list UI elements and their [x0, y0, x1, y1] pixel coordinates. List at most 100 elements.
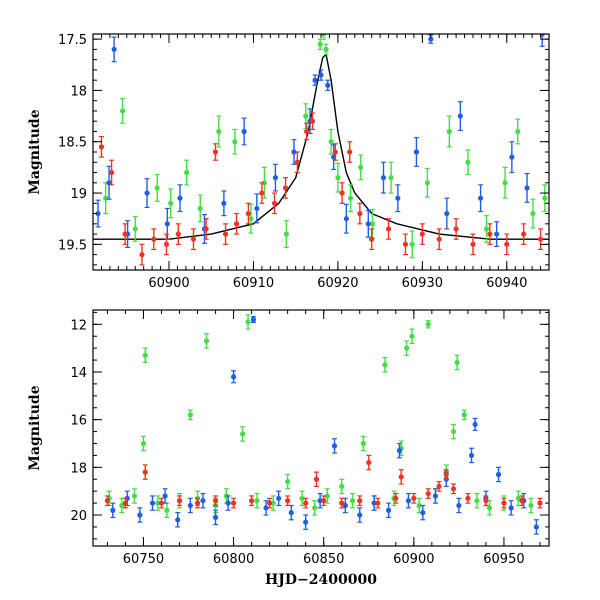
green-point [483, 226, 490, 232]
green-point [515, 128, 521, 135]
red-point [98, 144, 105, 150]
red-point [357, 210, 363, 217]
blue-point [317, 498, 323, 504]
green-point [358, 164, 364, 170]
green-point [502, 180, 508, 186]
blue-point [162, 493, 168, 499]
green-point [528, 502, 534, 509]
blue-point [495, 471, 502, 478]
blue-point [303, 519, 309, 525]
blue-point [250, 316, 257, 323]
top-y-axis-label: Magnitude [27, 109, 43, 194]
blue-point [524, 185, 530, 191]
blue-point [432, 493, 439, 499]
x-tick-label: 60950 [483, 552, 524, 567]
green-point [132, 226, 138, 232]
bottom-axis-ticks: 60750 60800 60850 60900 60950 12 14 16 18 20 [70, 310, 549, 567]
blue-point [276, 495, 282, 501]
blue-point [110, 507, 116, 513]
red-point [332, 149, 338, 155]
y-tick-label: 20 [70, 509, 87, 524]
green-point [261, 180, 268, 186]
green-point [416, 502, 422, 509]
blue-point [365, 221, 371, 227]
green-point [119, 108, 126, 114]
blue-point [263, 505, 269, 511]
red-point [436, 236, 442, 242]
red-point [470, 241, 476, 247]
blue-point [164, 221, 170, 227]
red-point [453, 226, 459, 232]
x-tick-label: 60800 [213, 552, 254, 567]
red-point [267, 500, 273, 506]
red-point [366, 459, 372, 466]
red-point [483, 498, 489, 504]
blue-point [288, 510, 294, 516]
blue-point [457, 113, 463, 119]
blue-point [144, 190, 150, 196]
red-point [158, 500, 165, 506]
x-tick-label: 60920 [317, 276, 358, 291]
red-point [487, 231, 493, 237]
red-point [369, 236, 375, 242]
x-tick-label: 60900 [148, 276, 189, 291]
y-tick-label: 18 [70, 84, 87, 99]
red-point [501, 500, 507, 506]
y-tick-label: 18 [70, 461, 87, 476]
red-point [212, 498, 219, 504]
x-tick-label: 60900 [393, 552, 434, 567]
green-point [446, 128, 452, 135]
blue-point [456, 502, 462, 509]
red-point [151, 236, 157, 242]
blue-point [149, 500, 156, 506]
red-point [249, 498, 255, 504]
blue-point [318, 72, 324, 78]
blue-point [106, 180, 112, 186]
green-point [270, 500, 276, 506]
red-point [176, 498, 183, 504]
red-point [122, 231, 128, 237]
green-point [542, 195, 548, 201]
red-point [104, 498, 111, 504]
green-point [454, 359, 460, 366]
green-point [465, 159, 471, 165]
blue-point [254, 205, 260, 212]
blue-point [137, 512, 143, 518]
green-point [187, 412, 193, 418]
red-point [304, 128, 310, 135]
blue-point [111, 46, 117, 52]
blue-point [396, 448, 403, 454]
red-point [443, 471, 449, 478]
blue-point [405, 498, 412, 504]
red-point [537, 500, 543, 506]
blue-point [494, 231, 500, 237]
green-point [245, 319, 251, 325]
green-point [530, 210, 536, 217]
blue-point [420, 510, 426, 516]
panel-1-marks [104, 314, 543, 535]
red-point [190, 236, 197, 242]
red-point [309, 118, 316, 124]
green-point [486, 505, 493, 511]
red-point [357, 498, 363, 504]
blue-point [380, 175, 387, 181]
blue-point [230, 374, 237, 380]
blue-point [187, 502, 193, 509]
y-tick-label: 17.5 [58, 33, 87, 48]
blue-point [508, 505, 514, 511]
green-point [131, 493, 138, 499]
green-point [312, 505, 318, 511]
green-point [197, 205, 203, 212]
green-point [360, 440, 366, 447]
y-tick-label: 16 [70, 414, 87, 429]
blue-point [225, 500, 231, 506]
red-point [175, 231, 181, 237]
bottom-plot-area [104, 314, 543, 535]
red-point [450, 486, 457, 492]
green-point [424, 180, 430, 186]
red-point [122, 500, 129, 506]
blue-point [200, 498, 206, 504]
blue-point [175, 517, 181, 523]
bottom-plot-frame [92, 309, 550, 547]
